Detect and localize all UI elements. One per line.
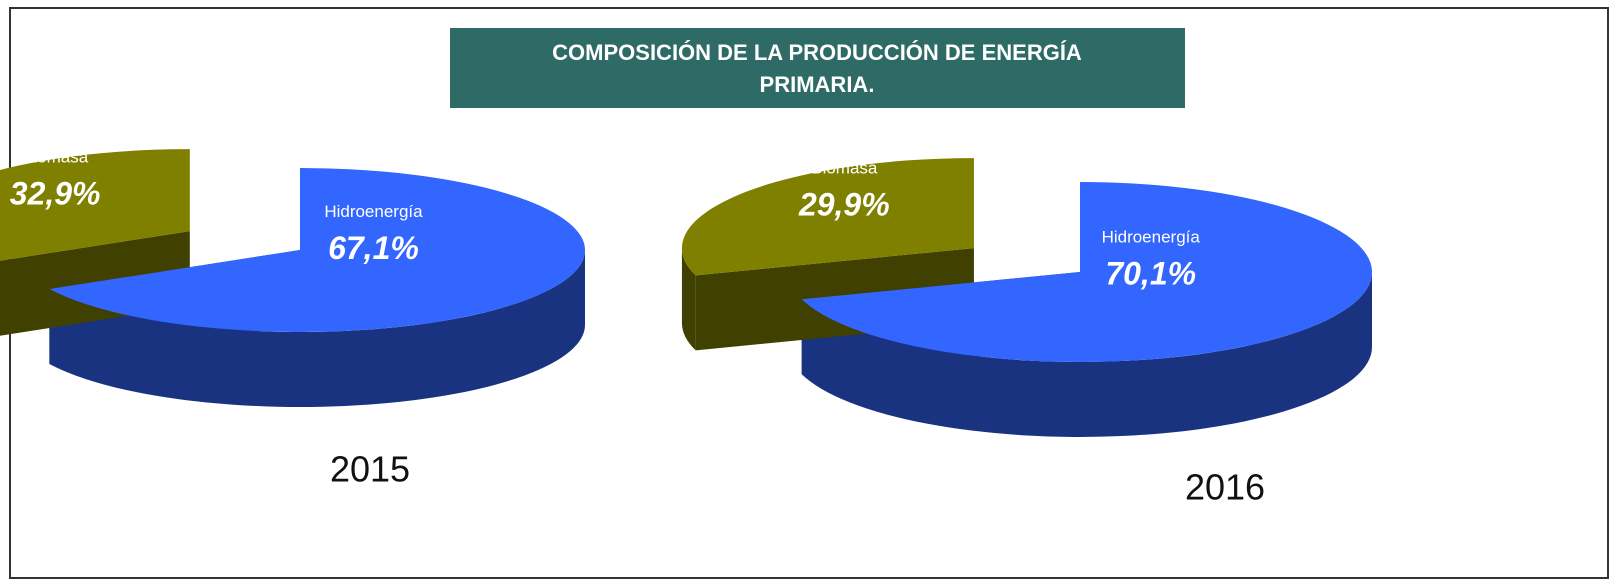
- value-label: 29,9%: [798, 186, 890, 222]
- slice-side: [681, 248, 696, 351]
- value-label: 67,1%: [328, 230, 419, 266]
- value-label: 70,1%: [1105, 255, 1196, 291]
- category-label: Hidroenergía: [324, 202, 423, 221]
- pie-title: 2015: [330, 449, 410, 490]
- category-label: Biomasa: [811, 158, 878, 177]
- slice: [801, 182, 1372, 362]
- slice-side: [801, 272, 1372, 438]
- title-box: [450, 28, 1185, 108]
- slice: [49, 168, 586, 332]
- pie: Hidroenergía 70,1% Biomasa 29,9% 2016: [681, 158, 1372, 508]
- pie: Hidroenergía 67,1% Biomasa 32,9% 2015: [0, 148, 586, 490]
- slice: [0, 149, 190, 261]
- chart-title: COMPOSICIÓN DE LA PRODUCCIÓN DE ENERGÍA P…: [552, 40, 1082, 97]
- category-label: Hidroenergía: [1102, 227, 1201, 246]
- slice: [681, 158, 974, 276]
- pie-title: 2016: [1185, 467, 1265, 508]
- value-label: 32,9%: [10, 175, 101, 211]
- slice-side: [49, 250, 586, 408]
- category-label: Biomasa: [22, 148, 89, 167]
